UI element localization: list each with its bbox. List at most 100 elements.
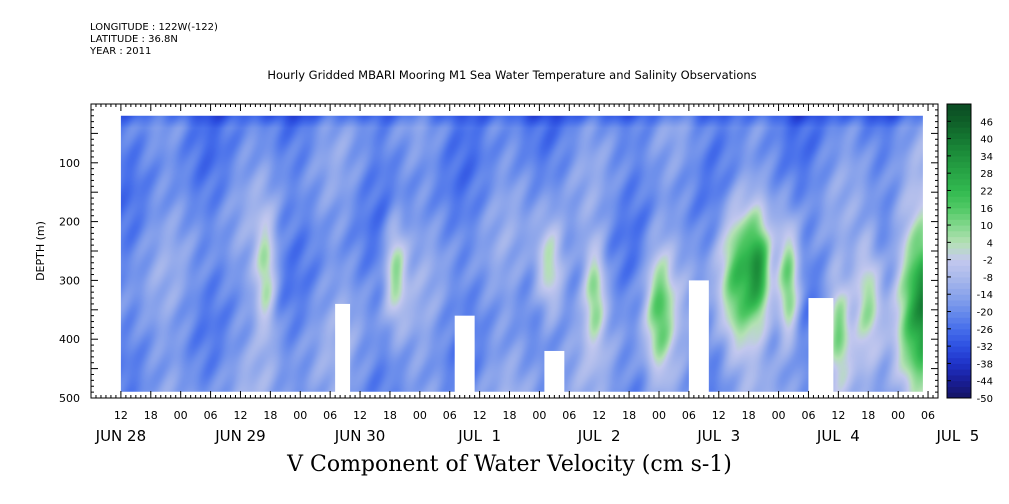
- colorbar-swatch: [947, 259, 971, 266]
- colorbar-label: 46: [980, 117, 993, 128]
- colorbar-swatch: [947, 167, 971, 174]
- colorbar-swatch: [947, 392, 971, 399]
- year-label: YEAR : 2011: [90, 46, 152, 57]
- x-day-label: JUN 30: [334, 427, 385, 445]
- heatmap-plot: [120, 115, 934, 393]
- x-hour-tick-label: 12: [831, 409, 845, 422]
- x-hour-tick-label: 18: [742, 409, 756, 422]
- colorbar-swatch: [947, 357, 971, 364]
- x-day-label: JUL 1: [457, 427, 501, 445]
- x-hour-tick-label: 06: [443, 409, 457, 422]
- x-day-label: JUL 2: [577, 427, 621, 445]
- x-hour-tick-label: 12: [473, 409, 487, 422]
- y-tick-label: 300: [59, 274, 80, 287]
- colorbar-swatch: [947, 121, 971, 128]
- colorbar-swatch: [947, 138, 971, 145]
- colorbar-swatch: [947, 132, 971, 140]
- colorbar-label: -2: [983, 256, 993, 267]
- colorbar-swatch: [947, 351, 971, 359]
- missing-data-block: [544, 350, 565, 393]
- colorbar: 46 40 34 28 22 16 10 4 -2 -8 -14 -20 -26 -32 -38 -44 -50: [946, 103, 993, 405]
- colorbar-swatch: [947, 288, 971, 295]
- x-hour-tick-label: 18: [503, 409, 517, 422]
- colorbar-swatch: [947, 196, 971, 203]
- x-hour-tick-label: 12: [233, 409, 247, 422]
- colorbar-label: 16: [980, 204, 993, 215]
- colorbar-swatch: [947, 242, 971, 249]
- colorbar-swatch: [947, 161, 971, 168]
- metadata-block: LONGITUDE : 122W(-122) LATITUDE : 36.8N …: [90, 22, 218, 58]
- x-hour-tick-label: 00: [413, 409, 427, 422]
- colorbar-swatch: [947, 334, 971, 341]
- x-hour-tick-label: 12: [114, 409, 128, 422]
- colorbar-label: 34: [980, 152, 993, 163]
- colorbar-swatch: [947, 340, 971, 347]
- x-day-label: JUL 5: [936, 427, 980, 445]
- x-hour-tick-label: 00: [293, 409, 307, 422]
- colorbar-label: -32: [977, 342, 993, 353]
- colorbar-swatch: [947, 305, 971, 313]
- y-tick-label: 100: [59, 157, 80, 170]
- x-hour-tick-label: 12: [353, 409, 367, 422]
- colorbar-swatch: [947, 213, 971, 220]
- x-hour-tick-label: 18: [622, 409, 636, 422]
- x-day-label: JUL 4: [816, 427, 860, 445]
- y-tick-label: 200: [59, 216, 80, 229]
- colorbar-label: -26: [977, 325, 993, 336]
- colorbar-swatch: [947, 265, 971, 272]
- x-hour-tick-label: 18: [144, 409, 158, 422]
- chart-title: Hourly Gridded MBARI Mooring M1 Sea Wate…: [267, 68, 757, 82]
- x-hour-tick-label: 06: [204, 409, 218, 422]
- colorbar-swatch: [947, 253, 971, 261]
- missing-data-block: [928, 356, 934, 387]
- colorbar-swatch: [947, 219, 971, 226]
- x-day-label: JUN 28: [95, 427, 146, 445]
- colorbar-swatch: [947, 150, 971, 157]
- x-hour-tick-label: 06: [562, 409, 576, 422]
- colorbar-swatch: [947, 294, 971, 301]
- x-hour-tick-label: 00: [532, 409, 546, 422]
- missing-data-block: [808, 298, 834, 393]
- x-hour-tick-label: 06: [801, 409, 815, 422]
- colorbar-swatch: [947, 271, 971, 278]
- colorbar-swatch: [947, 104, 971, 111]
- x-day-label: JUL 3: [696, 427, 740, 445]
- colorbar-swatch: [947, 346, 971, 353]
- colorbar-swatch: [947, 300, 971, 307]
- x-hour-tick-label: 06: [682, 409, 696, 422]
- x-hour-tick-label: 18: [383, 409, 397, 422]
- x-hour-tick-label: 12: [712, 409, 726, 422]
- x-hour-tick-label: 18: [263, 409, 277, 422]
- x-hour-tick-label: 00: [174, 409, 188, 422]
- colorbar-label: 4: [987, 238, 993, 249]
- axes: DEPTH (m) 12 18 00 06 12 18 00 06 12 18 00 06 12 18 00…: [34, 103, 980, 445]
- colorbar-swatch: [947, 282, 971, 289]
- colorbar-swatch: [947, 386, 971, 393]
- latitude-label: LATITUDE : 36.8N: [90, 34, 178, 45]
- colorbar-swatch: [947, 374, 971, 382]
- x-hour-tick-label: 12: [592, 409, 606, 422]
- colorbar-swatch: [947, 127, 971, 134]
- colorbar-swatch: [947, 323, 971, 330]
- colorbar-swatch: [947, 115, 971, 122]
- colorbar-swatch: [947, 230, 971, 238]
- colorbar-swatch: [947, 173, 971, 180]
- missing-data-block: [688, 280, 709, 393]
- x-hour-tick-label: 18: [861, 409, 875, 422]
- colorbar-label: 40: [980, 135, 993, 146]
- y-tick-label: 400: [59, 333, 80, 346]
- x-hour-tick-label: 06: [921, 409, 935, 422]
- y-axis-label: DEPTH (m): [34, 221, 47, 281]
- x-hour-tick-label: 00: [652, 409, 666, 422]
- variable-title: V Component of Water Velocity (cm s-1): [287, 452, 732, 477]
- colorbar-swatch: [947, 178, 971, 186]
- x-hour-tick-label: 00: [891, 409, 905, 422]
- colorbar-swatch: [947, 363, 971, 370]
- colorbar-swatch: [947, 328, 971, 336]
- colorbar-label: -50: [977, 394, 993, 405]
- colorbar-swatch: [947, 190, 971, 197]
- colorbar-label: -8: [983, 273, 993, 284]
- colorbar-swatch: [947, 369, 971, 376]
- colorbar-swatch: [947, 225, 971, 232]
